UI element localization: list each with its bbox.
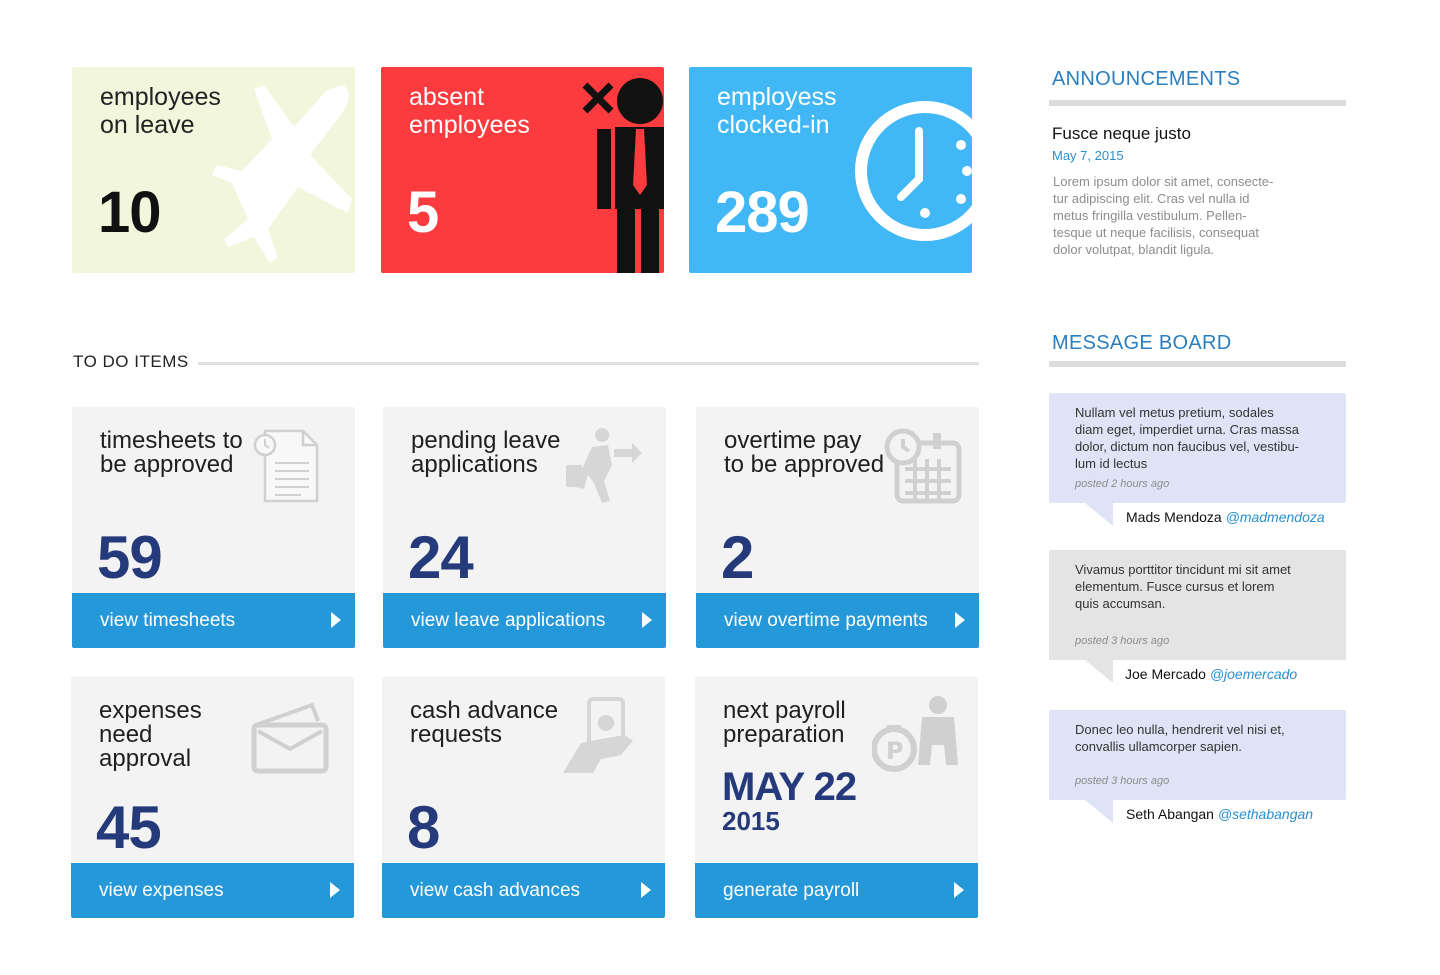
author-name: Seth Abangan <box>1126 806 1214 822</box>
message-author: Seth Abangan @sethabangan <box>1126 806 1313 822</box>
message-author: Joe Mercado @joemercado <box>1125 666 1297 682</box>
arrow-right-icon <box>955 612 965 628</box>
button-label: view cash advances <box>410 880 581 901</box>
card-cash-advance: cash advance requests 8 view cash advanc… <box>382 677 665 918</box>
card-leave-applications: pending leave applications 24 view leave… <box>383 407 666 648</box>
author-name: Mads Mendoza <box>1126 509 1222 525</box>
announcements-title: ANNOUNCEMENTS <box>1052 68 1241 90</box>
view-expenses-button[interactable]: view expenses <box>71 863 354 918</box>
card-title: overtime pay to be approved <box>724 427 885 478</box>
card-title: timesheets to be approved <box>100 427 243 478</box>
divider <box>198 362 979 365</box>
button-label: view timesheets <box>100 610 236 631</box>
view-overtime-payments-button[interactable]: view overtime payments <box>696 593 979 648</box>
message-posted-time: posted 3 hours ago <box>1075 775 1170 787</box>
message-posted-time: posted 3 hours ago <box>1075 635 1170 647</box>
stat-value: 5 <box>407 180 439 245</box>
peso-bag-person-icon: P <box>872 696 958 772</box>
announcement-body: Lorem ipsum dolor sit amet, consecte- tu… <box>1053 174 1274 257</box>
card-title: next payroll preparation <box>723 697 846 748</box>
view-timesheets-button[interactable]: view timesheets <box>72 593 355 648</box>
divider <box>1049 100 1346 106</box>
payroll-date: MAY 22 <box>722 765 857 809</box>
message-posted-time: posted 2 hours ago <box>1075 478 1170 490</box>
stat-tile-employees-on-leave[interactable]: employees on leave 10 <box>72 67 355 273</box>
card-value: 24 <box>408 524 474 591</box>
message-board-title: MESSAGE BOARD <box>1052 332 1232 354</box>
payroll-year: 2015 <box>722 806 780 836</box>
view-leave-applications-button[interactable]: view leave applications <box>383 593 666 648</box>
bubble-tail <box>1085 660 1113 683</box>
stat-tile-clocked-in[interactable]: employess clocked-in 289 <box>689 67 972 273</box>
card-title: expenses need approval <box>99 697 202 772</box>
airplane-icon <box>212 85 352 263</box>
card-value: 59 <box>97 524 163 591</box>
card-timesheets: timesheets to be approved 59 view timesh… <box>72 407 355 648</box>
document-clock-icon <box>253 429 319 503</box>
author-handle[interactable]: @madmendoza <box>1225 509 1325 525</box>
calendar-clock-icon <box>884 428 962 504</box>
absent-person-icon <box>582 78 664 273</box>
author-handle[interactable]: @sethabangan <box>1217 806 1314 822</box>
stat-value: 10 <box>98 180 162 245</box>
card-value: 45 <box>96 794 162 861</box>
message-text: Vivamus porttitor tincidunt mi sit amet … <box>1075 562 1291 611</box>
message-bubble: Vivamus porttitor tincidunt mi sit amet … <box>1049 550 1346 683</box>
card-overtime-pay: overtime pay to be approved 2 view overt… <box>696 407 979 648</box>
wallet-icon <box>251 702 329 774</box>
stat-label: absent employees <box>409 83 530 139</box>
card-value: 2 <box>721 524 754 591</box>
message-text: Nullam vel metus pretium, sodales diam e… <box>1075 405 1300 471</box>
clock-icon <box>855 101 972 241</box>
button-label: view leave applications <box>411 610 606 631</box>
bubble-tail <box>1085 800 1113 823</box>
generate-payroll-button[interactable]: generate payroll <box>695 863 978 918</box>
message-author: Mads Mendoza @madmendoza <box>1126 509 1325 525</box>
arrow-right-icon <box>641 882 651 898</box>
hand-money-icon <box>563 697 633 773</box>
stat-label: employess clocked-in <box>717 83 837 139</box>
svg-text:P: P <box>886 737 904 765</box>
author-name: Joe Mercado <box>1125 666 1206 682</box>
arrow-right-icon <box>954 882 964 898</box>
card-title: cash advance requests <box>410 697 559 748</box>
message-bubble: Donec leo nulla, hendrerit vel nisi et, … <box>1049 710 1346 823</box>
announcement-date: May 7, 2015 <box>1052 148 1124 163</box>
card-expenses: expenses need approval 45 view expenses <box>71 677 354 918</box>
card-value: 8 <box>407 794 440 861</box>
button-label: view expenses <box>99 880 224 901</box>
card-title: pending leave applications <box>411 427 561 478</box>
announcement-headline[interactable]: Fusce neque justo <box>1052 124 1191 143</box>
stat-tile-absent-employees[interactable]: absent employees 5 <box>381 67 664 273</box>
running-person-icon <box>566 428 642 503</box>
message-text: Donec leo nulla, hendrerit vel nisi et, … <box>1075 722 1285 754</box>
divider <box>1049 361 1346 367</box>
view-cash-advances-button[interactable]: view cash advances <box>382 863 665 918</box>
message-bubble: Nullam vel metus pretium, sodales diam e… <box>1049 393 1346 526</box>
arrow-right-icon <box>642 612 652 628</box>
arrow-right-icon <box>330 882 340 898</box>
stat-value: 289 <box>715 180 810 245</box>
author-handle[interactable]: @joemercado <box>1209 666 1298 682</box>
card-next-payroll: next payroll preparation P MAY 22 2015 g… <box>695 677 978 918</box>
button-label: generate payroll <box>723 880 860 901</box>
bubble-tail <box>1085 503 1113 526</box>
todo-section-title: TO DO ITEMS <box>73 352 189 371</box>
arrow-right-icon <box>331 612 341 628</box>
stat-label: employees on leave <box>100 83 221 139</box>
button-label: view overtime payments <box>724 610 928 631</box>
